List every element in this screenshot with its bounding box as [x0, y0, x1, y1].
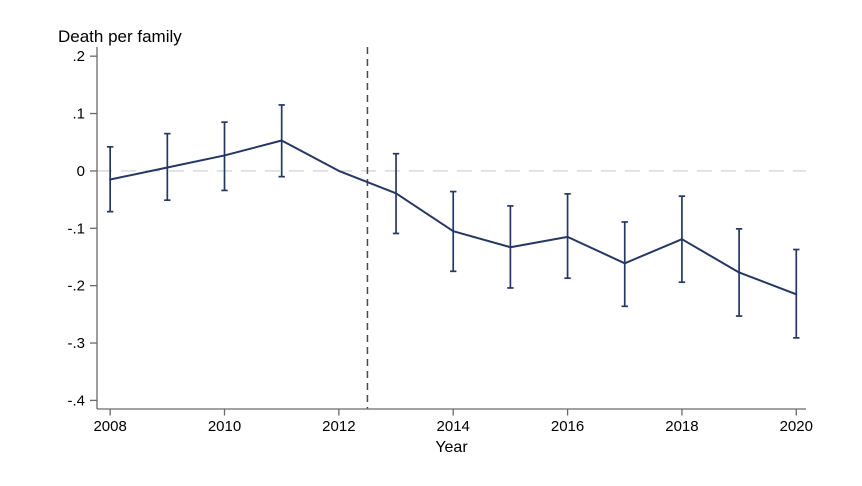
y-tick-label: .1 [72, 106, 85, 123]
x-tick-label: 2010 [208, 418, 241, 435]
y-tick-label: -.3 [67, 335, 85, 352]
estimate-line [109, 139, 798, 296]
x-tick-label: 2018 [665, 418, 698, 435]
x-tick-label: 2014 [437, 418, 470, 435]
x-tick-label: 2016 [551, 418, 584, 435]
y-tick-label: 0 [77, 163, 85, 180]
x-axis-title: Year [435, 439, 468, 456]
y-tick-label: -.2 [67, 278, 85, 295]
chart-title: Death per family [58, 27, 182, 46]
y-tick-label: -.1 [67, 220, 85, 237]
x-tick-label: 2008 [93, 418, 126, 435]
x-tick-label: 2020 [780, 418, 813, 435]
y-tick-label: -.4 [67, 392, 85, 409]
y-tick-label: .2 [72, 48, 85, 65]
x-tick-label: 2012 [322, 418, 355, 435]
